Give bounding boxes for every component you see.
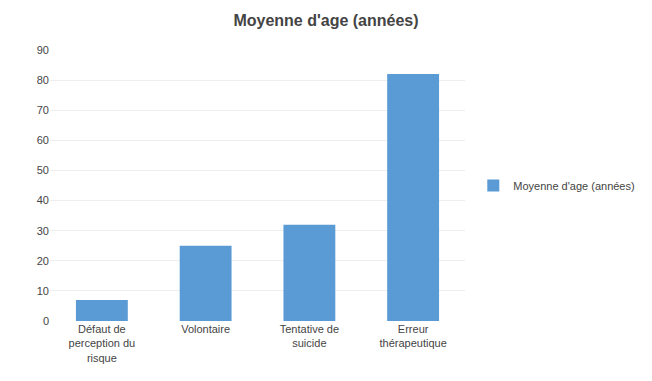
svg-text:60: 60 bbox=[37, 134, 49, 146]
svg-text:40: 40 bbox=[37, 194, 49, 206]
svg-text:90: 90 bbox=[37, 44, 49, 56]
svg-text:Moyenne d'age (années): Moyenne d'age (années) bbox=[513, 180, 634, 192]
svg-text:80: 80 bbox=[37, 74, 49, 86]
svg-text:70: 70 bbox=[37, 104, 49, 116]
svg-text:Erreurthérapeutique: Erreurthérapeutique bbox=[379, 323, 446, 349]
svg-text:30: 30 bbox=[37, 225, 49, 237]
svg-text:0: 0 bbox=[43, 315, 49, 327]
svg-text:Moyenne d'age (années): Moyenne d'age (années) bbox=[233, 12, 418, 29]
svg-text:Tentative desuicide: Tentative desuicide bbox=[280, 323, 339, 349]
svg-text:20: 20 bbox=[37, 255, 49, 267]
svg-text:10: 10 bbox=[37, 285, 49, 297]
svg-text:Volontaire: Volontaire bbox=[181, 323, 230, 335]
svg-text:Défaut deperception durisque: Défaut deperception durisque bbox=[69, 323, 136, 364]
svg-text:50: 50 bbox=[37, 164, 49, 176]
